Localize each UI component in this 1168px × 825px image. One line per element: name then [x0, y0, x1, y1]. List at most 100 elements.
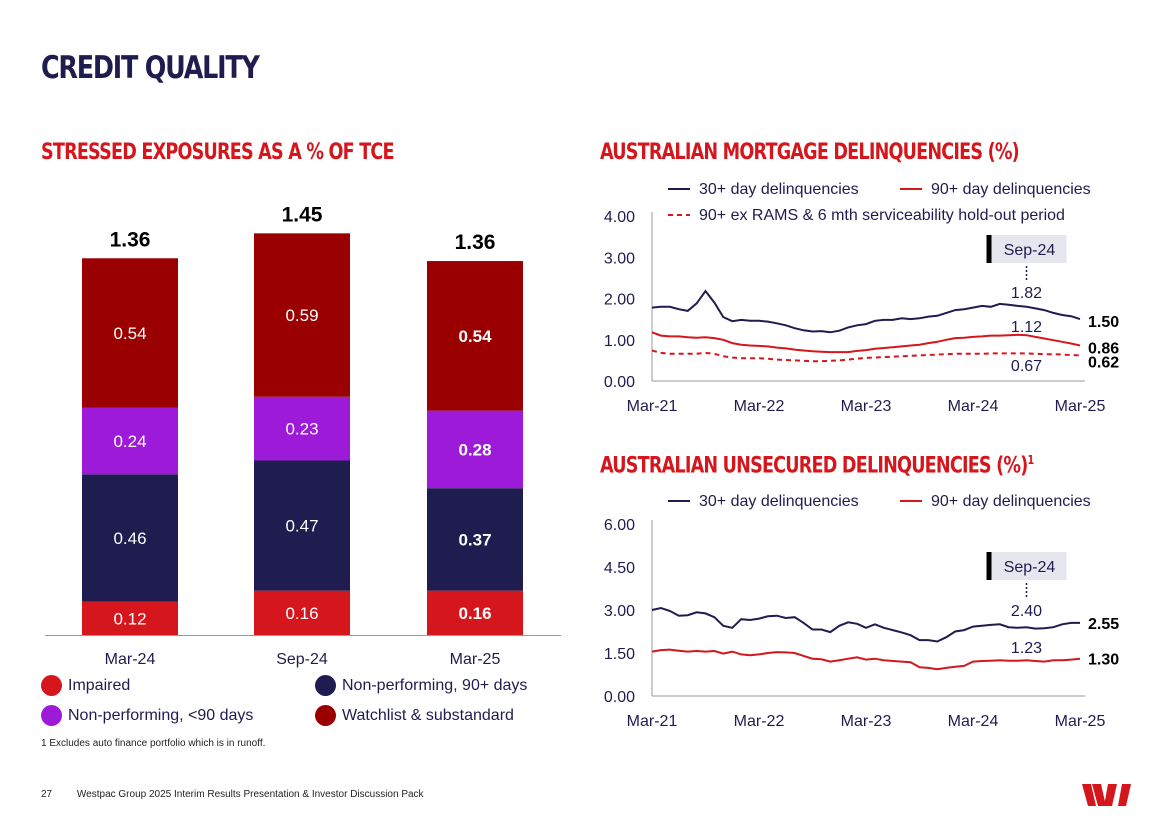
bar-segment-0-1 [254, 590, 350, 635]
bar-segment-2-0 [82, 407, 178, 475]
page-number: 27 [41, 789, 53, 800]
y-tick-label: 4.50 [604, 560, 635, 577]
series-line-0 [651, 289, 1081, 334]
bar-value-label: 0.59 [285, 306, 318, 325]
x-tick-label: Mar-21 [627, 398, 678, 415]
x-tick-label: Mar-25 [1055, 398, 1106, 415]
y-tick-label: 3.00 [604, 603, 635, 620]
bar-value-label: 0.12 [113, 609, 146, 628]
legend-label: 30+ day delinquencies [699, 493, 859, 510]
y-tick-label: 2.00 [604, 292, 635, 309]
x-tick-label: Mar-24 [948, 398, 999, 415]
legend-impaired-label: Impaired [68, 676, 131, 694]
footnote-marker: 1 [1027, 453, 1034, 467]
legend-label: 90+ day delinquencies [931, 181, 1091, 198]
np-lt90-swatch [41, 705, 62, 726]
bar-segment-1-1 [254, 460, 350, 591]
bar-value-label: 0.54 [458, 327, 492, 346]
annotation-value: 2.40 [1011, 603, 1042, 620]
stressed-exposures-chart: 0.12 0.46 0.24 0.54 1.36 Mar-24 0.16 0.47 0.23 0.… [45, 203, 561, 668]
series-line-1 [651, 648, 1081, 671]
annotation-label: Sep-24 [1004, 559, 1056, 576]
bar-value-label: 0.24 [113, 432, 146, 451]
y-tick-label: 3.00 [604, 250, 635, 267]
bar-total-label: 1.36 [455, 231, 496, 254]
annotation-box [986, 552, 1067, 580]
legend-watchlist-label: Watchlist & substandard [342, 706, 514, 724]
annotation-value: 1.82 [1011, 285, 1042, 302]
bar-segment-1-2 [427, 488, 523, 591]
bar-value-label: 0.16 [285, 604, 318, 623]
y-tick-label: 4.00 [604, 209, 635, 226]
bar-value-label: 0.16 [458, 604, 491, 623]
legend-impaired: Impaired [41, 675, 130, 696]
x-tick-label: Mar-23 [841, 398, 892, 415]
annotation-label: Sep-24 [1004, 242, 1056, 259]
series-end-label: 1.50 [1088, 314, 1119, 331]
bar-segment-0-2 [427, 590, 523, 635]
legend-np-lt90: Non-performing, <90 days [41, 705, 253, 726]
bar-value-label: 0.28 [458, 440, 491, 459]
y-tick-label: 1.00 [604, 333, 635, 350]
y-tick-label: 6.00 [604, 517, 635, 534]
watchlist-swatch [315, 705, 336, 726]
x-tick-label: Mar-25 [1055, 713, 1106, 730]
annotation-marker [986, 552, 992, 580]
x-tick-label: Mar-25 [450, 651, 501, 668]
series-end-label: 0.86 [1088, 341, 1119, 358]
series-end-label: 2.55 [1088, 616, 1119, 633]
y-tick-label: 1.50 [604, 646, 635, 663]
annotation-value: 0.67 [1011, 358, 1042, 375]
x-tick-label: Mar-21 [627, 713, 678, 730]
x-tick-label: Mar-22 [734, 713, 785, 730]
unsecured-title-text: AUSTRALIAN UNSECURED DELINQUENCIES (%) [600, 453, 1028, 479]
x-tick-label: Sep-24 [276, 651, 328, 668]
x-tick-label: Mar-23 [841, 713, 892, 730]
legend-np-lt90-label: Non-performing, <90 days [68, 706, 254, 724]
annotation-marker [986, 235, 992, 263]
unsecured-delinquencies-chart: 0.00 1.50 3.00 4.50 6.00 Mar-21 Mar-22 Mar-23 Ma… [604, 493, 1119, 730]
bar-segment-3-1 [254, 233, 350, 397]
series-end-label: 0.62 [1088, 354, 1119, 371]
series-line-2 [651, 349, 1081, 363]
np90-swatch [315, 675, 336, 696]
annotation-value: 1.23 [1011, 640, 1042, 657]
legend-watchlist: Watchlist & substandard [315, 705, 514, 726]
bar-value-label: 0.46 [113, 529, 146, 548]
x-tick-label: Mar-24 [948, 713, 999, 730]
westpac-logo [1082, 784, 1131, 806]
bar-segment-3-2 [427, 261, 523, 411]
annotation-value: 1.12 [1011, 319, 1042, 336]
legend-np90-label: Non-performing, 90+ days [342, 676, 528, 694]
x-tick-label: Mar-22 [734, 398, 785, 415]
footer: 27 Westpac Group 2025 Interim Results Pr… [41, 789, 424, 800]
bar-segment-1-0 [82, 474, 178, 602]
impaired-swatch [41, 675, 62, 696]
page-title: CREDIT QUALITY [41, 50, 260, 86]
y-tick-label: 0.00 [604, 374, 635, 391]
bar-segment-2-2 [427, 410, 523, 489]
stressed-exposures-title: STRESSED EXPOSURES AS A % OF TCE [41, 140, 395, 165]
footer-text: Westpac Group 2025 Interim Results Prese… [76, 789, 424, 800]
y-tick-label: 0.00 [604, 689, 635, 706]
bar-value-label: 0.47 [285, 517, 318, 536]
bar-segment-0-0 [82, 601, 178, 635]
mortgage-delinquencies-chart: 0.00 1.00 2.00 3.00 4.00 Mar-21 Mar-22 Mar-23 Ma… [604, 181, 1119, 415]
legend-label: 30+ day delinquencies [699, 181, 859, 198]
bar-total-label: 1.36 [110, 228, 151, 251]
unsecured-delinquencies-title: AUSTRALIAN UNSECURED DELINQUENCIES (%)1 [600, 453, 1034, 479]
legend-label: 90+ day delinquencies [931, 493, 1091, 510]
x-tick-label: Mar-24 [105, 651, 156, 668]
legend-label: 90+ ex RAMS & 6 mth serviceability hold-… [699, 207, 1065, 224]
bar-value-label: 0.54 [113, 324, 146, 343]
series-line-1 [651, 331, 1081, 354]
bar-segment-2-1 [254, 396, 350, 461]
series-line-0 [651, 606, 1080, 643]
legend-np90: Non-performing, 90+ days [315, 675, 527, 696]
bar-value-label: 0.37 [458, 530, 491, 549]
footnote: 1 Excludes auto finance portfolio which … [41, 738, 266, 749]
bar-value-label: 0.23 [285, 420, 318, 439]
annotation-box [986, 235, 1067, 263]
mortgage-delinquencies-title: AUSTRALIAN MORTGAGE DELINQUENCIES (%) [600, 140, 1020, 165]
bar-total-label: 1.45 [282, 203, 323, 226]
